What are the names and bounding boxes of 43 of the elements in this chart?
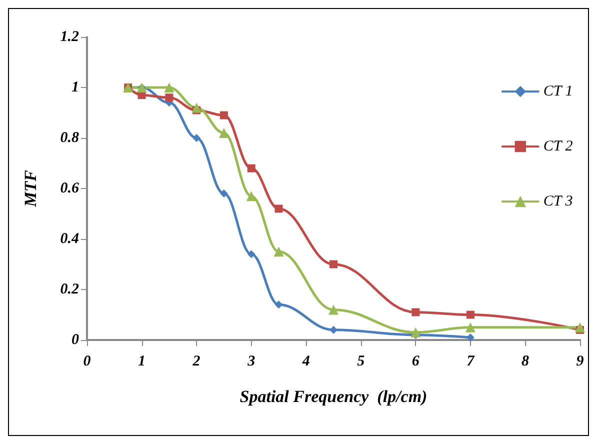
point bbox=[330, 326, 338, 334]
y-tick-label: 0.4 bbox=[60, 231, 80, 247]
x-tick-label: 0 bbox=[83, 354, 92, 370]
point bbox=[220, 111, 228, 120]
point bbox=[412, 308, 420, 316]
point bbox=[274, 246, 284, 257]
point bbox=[247, 250, 256, 258]
point bbox=[220, 190, 228, 198]
point bbox=[218, 128, 229, 138]
x-tick-label: 4 bbox=[301, 354, 310, 370]
point bbox=[192, 134, 201, 142]
y-tick-label: 1.2 bbox=[60, 29, 80, 45]
point bbox=[330, 260, 338, 268]
legend-label: CT 1 bbox=[543, 84, 573, 100]
y-tick-label: 1 bbox=[72, 80, 79, 96]
x-tick-label: 3 bbox=[246, 354, 256, 370]
point bbox=[246, 191, 256, 202]
x-tick-label: 2 bbox=[192, 354, 201, 370]
y-axis-title: MTF bbox=[21, 169, 40, 208]
point bbox=[328, 304, 338, 315]
x-axis-title: Spatial Frequency (lp/cm) bbox=[240, 387, 428, 406]
x-tick-label: 1 bbox=[138, 354, 146, 370]
point bbox=[575, 322, 585, 332]
x-tick-label: 9 bbox=[576, 354, 584, 370]
point bbox=[247, 164, 256, 172]
x-tick-label: 8 bbox=[521, 354, 530, 370]
point bbox=[165, 94, 174, 102]
y-tick-label: 0.6 bbox=[60, 180, 80, 196]
point bbox=[410, 327, 421, 338]
point bbox=[274, 204, 283, 213]
y-tick-label: 0.8 bbox=[60, 130, 80, 146]
y-tick-label: 0.2 bbox=[60, 282, 80, 298]
point bbox=[274, 300, 283, 309]
legend-label: CT 3 bbox=[543, 194, 573, 210]
y-tick-label: 0 bbox=[72, 332, 80, 348]
x-tick-label: 6 bbox=[412, 354, 420, 370]
x-tick-label: 5 bbox=[357, 354, 366, 370]
legend-label: CT 2 bbox=[543, 138, 574, 154]
point bbox=[192, 102, 202, 113]
point bbox=[466, 310, 474, 319]
point bbox=[465, 322, 476, 332]
point bbox=[164, 82, 174, 92]
x-tick-label: 7 bbox=[466, 354, 475, 370]
